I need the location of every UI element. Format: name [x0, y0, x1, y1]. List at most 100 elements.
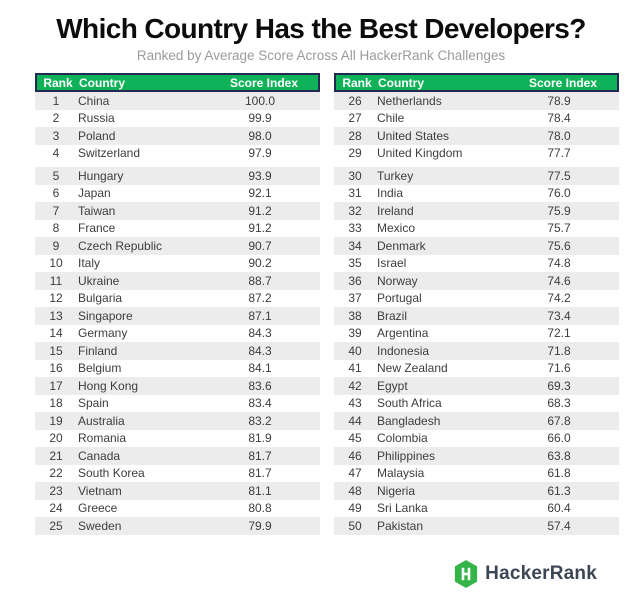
rank-cell: 1: [52, 93, 60, 108]
score-cell: 78.4: [547, 111, 571, 126]
rank-cell: 15: [49, 343, 63, 358]
country-cell: Italy: [78, 256, 101, 271]
table-row: 2 Russia 99.9: [35, 110, 320, 128]
country-cell: Argentina: [377, 326, 429, 341]
table-row: 42 Egypt 69.3: [334, 377, 619, 395]
score-cell: 57.4: [547, 518, 571, 533]
table-row: 9 Czech Republic 90.7: [35, 237, 320, 255]
ranking-table-left: Rank Country Score Index 1 China 100.0 2 Rus…: [35, 73, 320, 535]
country-cell: Spain: [78, 396, 109, 411]
table-row: 19 Australia 83.2: [35, 412, 320, 430]
score-cell: 75.6: [547, 238, 571, 253]
hackerrank-hexagon-h-icon: [453, 560, 479, 588]
score-cell: 73.4: [547, 308, 571, 323]
score-cell: 100.0: [244, 93, 276, 108]
score-cell: 71.8: [547, 343, 571, 358]
table-row: 36 Norway 74.6: [334, 272, 619, 290]
score-cell: 61.8: [547, 466, 571, 481]
score-cell: 71.6: [547, 361, 571, 376]
score-cell: 74.8: [547, 256, 571, 271]
table-row: 11 Ukraine 88.7: [35, 272, 320, 290]
table-row: 30 Turkey 77.5: [334, 167, 619, 185]
country-cell: Ireland: [377, 203, 414, 218]
score-cell: 63.8: [547, 448, 571, 463]
country-cell: Poland: [78, 128, 116, 143]
table-row: 35 Israel 74.8: [334, 255, 619, 273]
score-cell: 69.3: [547, 378, 571, 393]
country-cell: South Korea: [78, 466, 145, 481]
country-cell: Sweden: [78, 518, 122, 533]
score-cell: 87.1: [248, 308, 272, 323]
country-cell: Taiwan: [78, 203, 116, 218]
country-cell: South Africa: [377, 396, 442, 411]
score-cell: 84.3: [248, 343, 272, 358]
score-cell: 67.8: [547, 413, 571, 428]
rank-cell: 36: [348, 273, 362, 288]
rank-cell: 13: [49, 308, 63, 323]
country-cell: Romania: [78, 431, 127, 446]
country-cell: New Zealand: [377, 361, 448, 376]
score-cell: 74.2: [547, 291, 571, 306]
rank-cell: 23: [49, 483, 63, 498]
table-row: 5 Hungary 93.9: [35, 167, 320, 185]
table-row: 33 Mexico 75.7: [334, 220, 619, 238]
score-cell: 75.9: [547, 203, 571, 218]
table-row: 50 Pakistan 57.4: [334, 517, 619, 535]
rank-cell: 49: [348, 501, 362, 516]
table-row: 31 India 76.0: [334, 185, 619, 203]
table-row: 39 Argentina 72.1: [334, 325, 619, 343]
rank-cell: 22: [49, 466, 63, 481]
score-cell: 97.9: [248, 146, 272, 161]
rank-cell: 42: [348, 378, 362, 393]
table-row: 13 Singapore 87.1: [35, 307, 320, 325]
rank-cell: 16: [49, 361, 63, 376]
table-row: 26 Netherlands 78.9: [334, 92, 619, 110]
rank-cell: 21: [49, 448, 63, 463]
score-cell: 61.3: [547, 483, 571, 498]
score-cell: 83.6: [248, 378, 272, 393]
country-cell: Bangladesh: [377, 413, 441, 428]
rank-cell: 50: [348, 518, 362, 533]
table-row: 6 Japan 92.1: [35, 185, 320, 203]
country-cell: China: [78, 93, 110, 108]
country-cell: Japan: [78, 186, 111, 201]
country-cell: Denmark: [377, 238, 426, 253]
rank-cell: 19: [49, 413, 63, 428]
country-cell: Indonesia: [377, 343, 430, 358]
table-row: 41 New Zealand 71.6: [334, 360, 619, 378]
rank-cell: 48: [348, 483, 362, 498]
column-header-score: Score Index: [528, 75, 597, 90]
column-header-score: Score Index: [229, 75, 298, 90]
country-cell: Singapore: [78, 308, 133, 323]
country-cell: Colombia: [377, 431, 428, 446]
score-cell: 83.4: [248, 396, 272, 411]
country-cell: United States: [377, 128, 450, 143]
rank-cell: 11: [49, 273, 63, 288]
table-row: 10 Italy 90.2: [35, 255, 320, 273]
table-row: 21 Canada 81.7: [35, 447, 320, 465]
table-row: 27 Chile 78.4: [334, 110, 619, 128]
country-cell: Ukraine: [78, 273, 120, 288]
hackerrank-brand: HackerRank: [453, 560, 597, 588]
score-cell: 98.0: [248, 128, 272, 143]
country-cell: Mexico: [377, 221, 416, 236]
score-cell: 60.4: [547, 501, 571, 516]
country-cell: Hong Kong: [78, 378, 139, 393]
rank-cell: 14: [49, 326, 63, 341]
table-row: 38 Brazil 73.4: [334, 307, 619, 325]
score-cell: 72.1: [547, 326, 571, 341]
country-cell: Finland: [78, 343, 118, 358]
column-header-country: Country: [79, 75, 125, 90]
country-cell: Greece: [78, 501, 118, 516]
score-cell: 99.9: [248, 111, 272, 126]
table-row: 47 Malaysia 61.8: [334, 465, 619, 483]
rank-cell: 31: [348, 186, 362, 201]
column-header-rank: Rank: [43, 75, 73, 90]
country-cell: Australia: [78, 413, 125, 428]
country-cell: Pakistan: [377, 518, 424, 533]
rank-cell: 20: [49, 431, 63, 446]
country-cell: Belgium: [78, 361, 122, 376]
table-row: 1 China 100.0: [35, 92, 320, 110]
country-cell: Portugal: [377, 291, 422, 306]
